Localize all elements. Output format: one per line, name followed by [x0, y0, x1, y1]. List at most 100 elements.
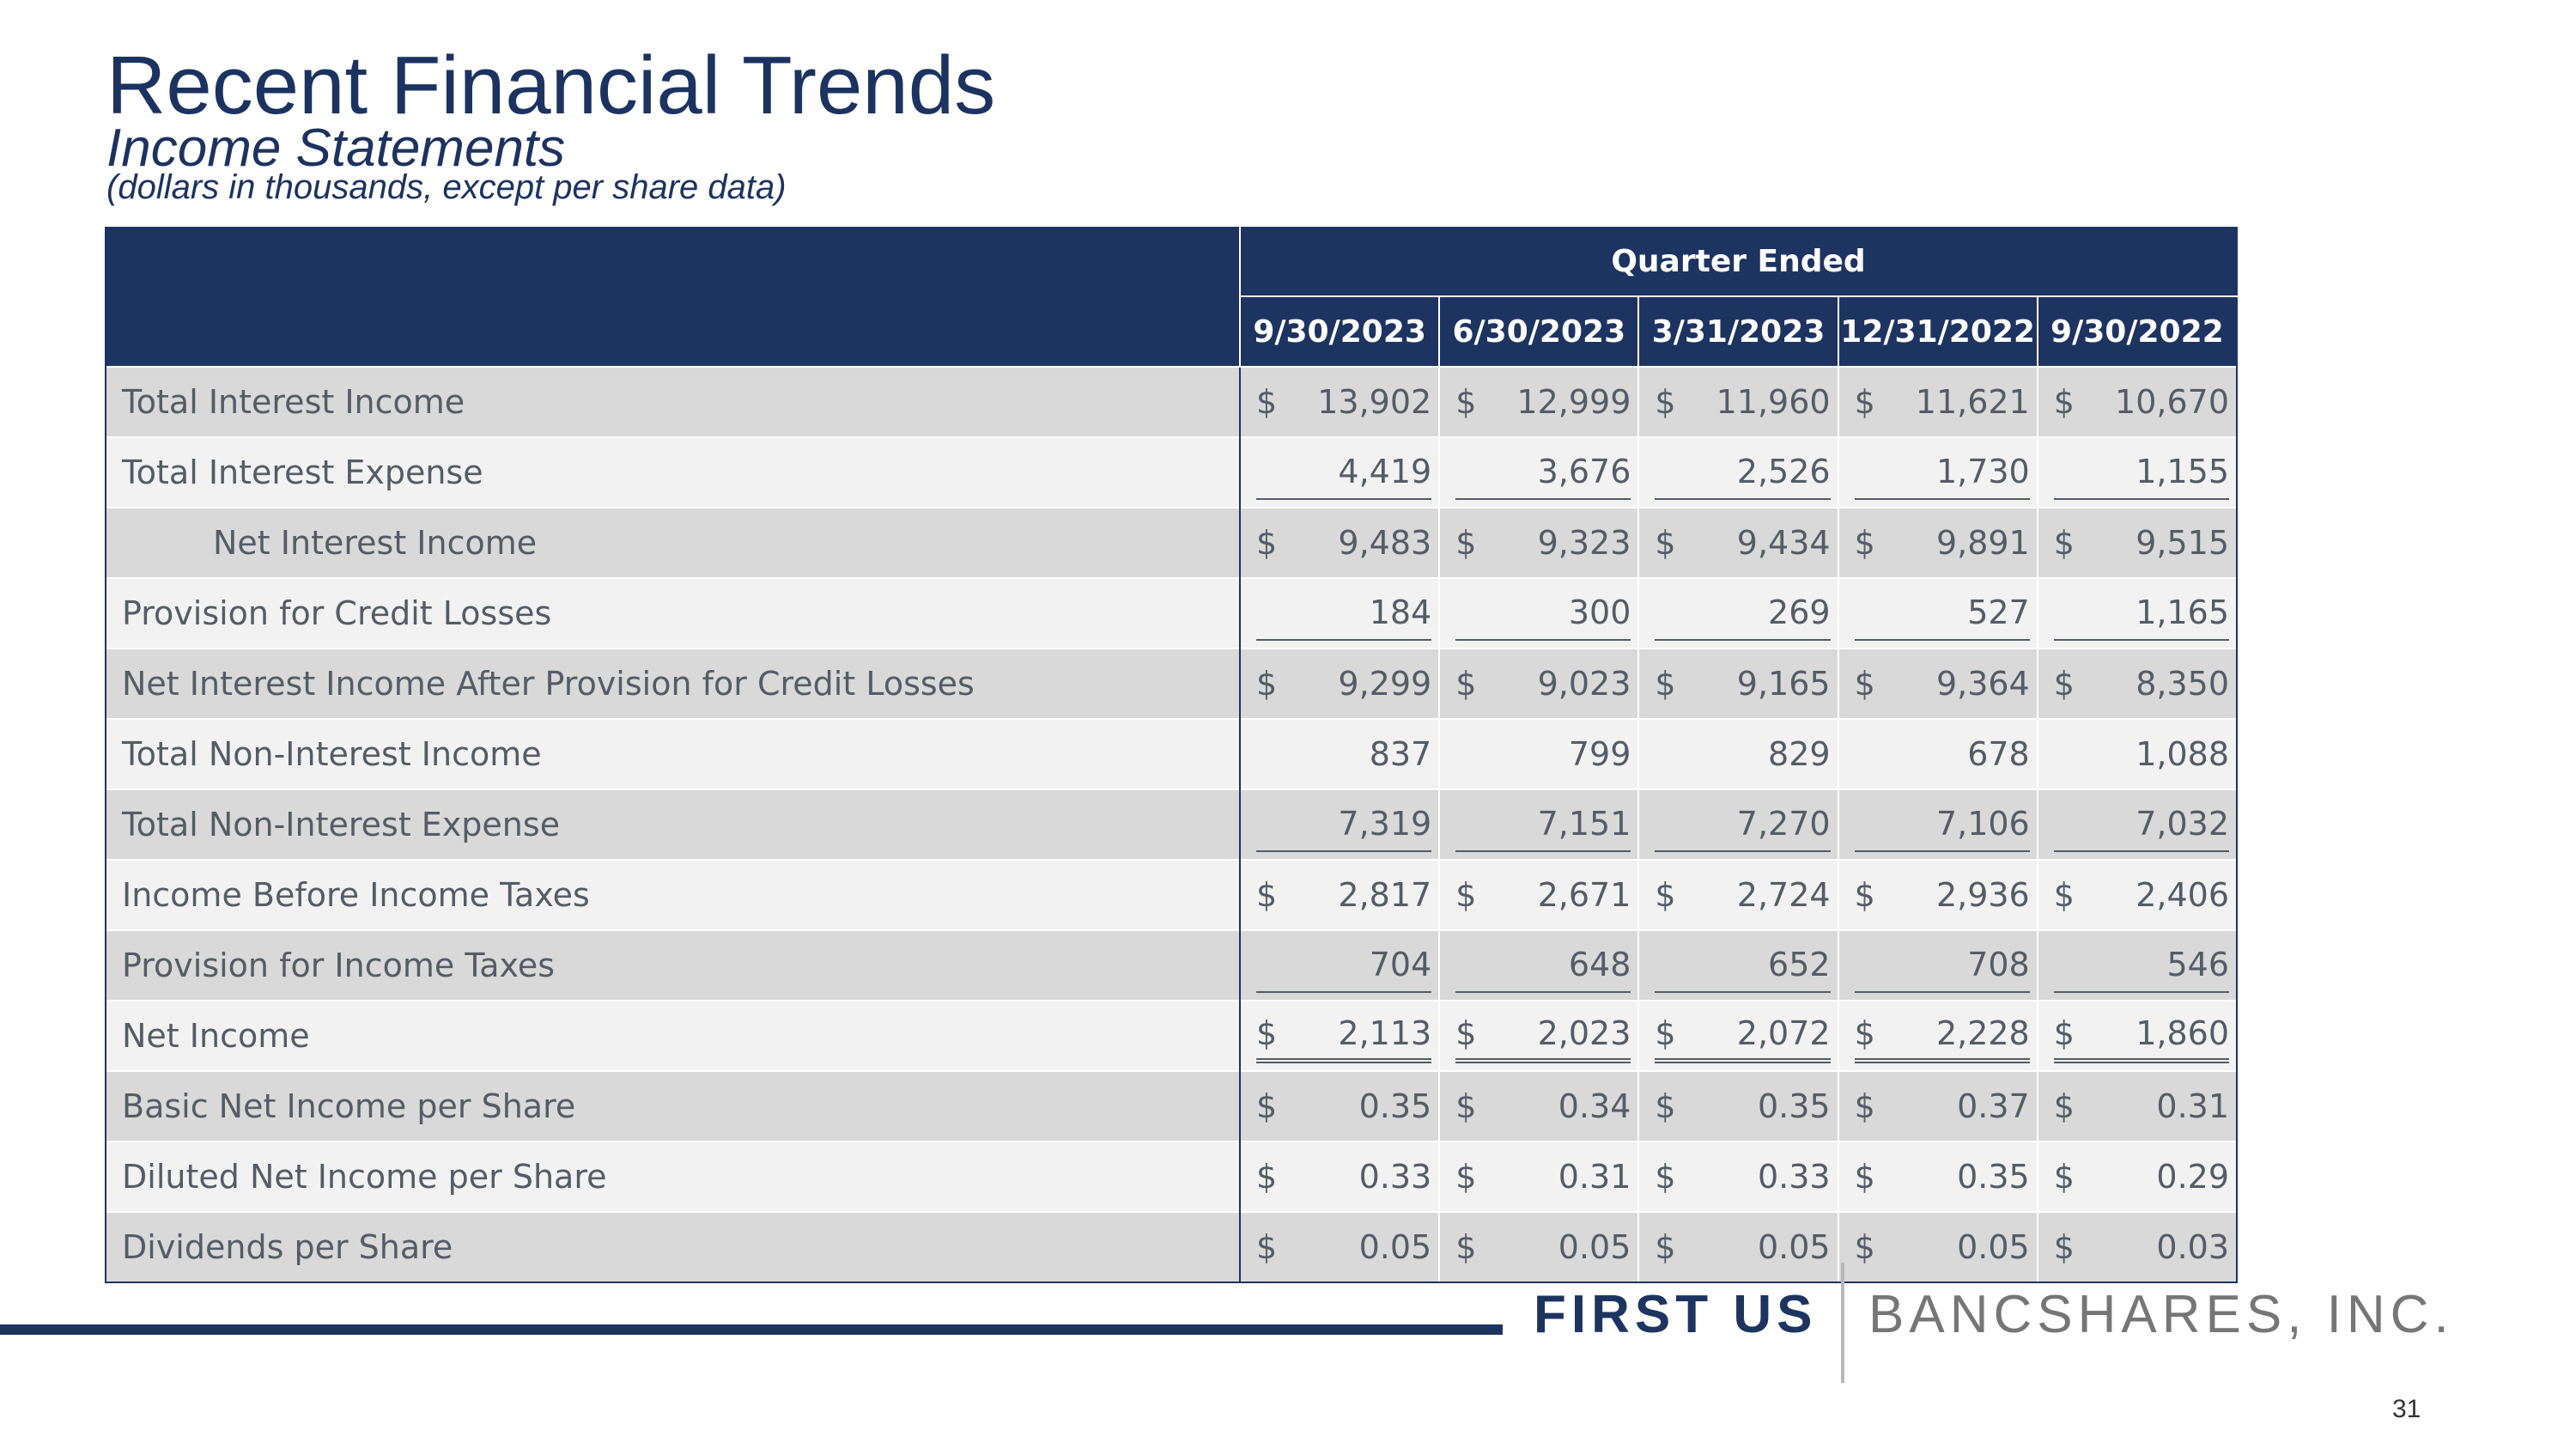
- value-number: 0.29: [2156, 1158, 2229, 1196]
- value-wrapper: 837: [1256, 727, 1432, 782]
- value-wrapper: $0.33: [1655, 1149, 1830, 1204]
- value-number: 4,419: [1338, 453, 1432, 490]
- date-header-row: 9/30/2023 6/30/2023 3/31/2023 12/31/2022 9/3…: [106, 296, 2239, 367]
- value-cell: $2,023: [1438, 1000, 1639, 1071]
- value-cell: $9,891: [1837, 507, 2038, 578]
- value-wrapper: $11,621: [1855, 374, 2030, 429]
- logo-bancshares: BANCSHARES, INC.: [1868, 1285, 2454, 1344]
- value-number: 1,730: [1935, 453, 2030, 490]
- value-cell: $0.05: [1837, 1211, 2038, 1283]
- value-cell: 300: [1438, 577, 1639, 648]
- value-wrapper: 648: [1455, 938, 1631, 993]
- value-number: 0.33: [1358, 1158, 1432, 1196]
- row-label: Basic Net Income per Share: [104, 1070, 1241, 1142]
- row-label: Total Non-Interest Income: [104, 718, 1241, 789]
- value-cell: 2,526: [1637, 436, 1838, 508]
- value-cell: $0.05: [1239, 1211, 1440, 1283]
- currency-symbol: $: [1854, 1087, 1875, 1125]
- value-cell: $1,860: [2036, 1000, 2239, 1071]
- value-wrapper: $9,165: [1655, 656, 1830, 711]
- value-wrapper: 3,676: [1455, 445, 1631, 500]
- value-number: 0.03: [2156, 1228, 2229, 1266]
- currency-symbol: $: [1655, 876, 1676, 914]
- row-label: Total Non-Interest Expense: [104, 788, 1241, 860]
- value-wrapper: 546: [2053, 938, 2229, 993]
- table-row: Net Income $2,113 $2,023 $2,072 $2,228 $1,860: [104, 1000, 2239, 1071]
- currency-symbol: $: [2053, 665, 2075, 703]
- currency-symbol: $: [1455, 1228, 1477, 1266]
- value-wrapper: $2,228: [1854, 1008, 2030, 1063]
- currency-symbol: $: [2053, 876, 2075, 914]
- value-wrapper: 799: [1455, 727, 1631, 782]
- value-number: 546: [2166, 946, 2229, 983]
- row-label: Income Before Income Taxes: [104, 859, 1241, 930]
- value-wrapper: $9,299: [1256, 656, 1431, 711]
- row-label: Total Interest Income: [104, 366, 1241, 437]
- column-header-date: 12/31/2022: [1837, 296, 2038, 367]
- value-cell: 799: [1438, 718, 1639, 789]
- value-number: 8,350: [2136, 665, 2229, 703]
- row-label: Net Income: [104, 1000, 1241, 1071]
- value-number: 2,113: [1338, 1014, 1432, 1052]
- value-cell: $8,350: [2036, 648, 2239, 719]
- value-cell: $2,072: [1637, 1000, 1838, 1071]
- table-row: Total Non-Interest Income 837 799 829 678 1,0…: [104, 718, 2239, 789]
- currency-symbol: $: [1455, 1087, 1477, 1125]
- currency-symbol: $: [2053, 1087, 2075, 1125]
- row-label: Net Interest Income: [104, 507, 1241, 578]
- value-wrapper: $2,406: [2054, 868, 2229, 922]
- value-number: 0.31: [2156, 1087, 2229, 1125]
- value-number: 7,032: [2136, 805, 2229, 843]
- value-wrapper: $9,434: [1655, 515, 1830, 570]
- value-cell: 527: [1837, 577, 2038, 648]
- value-number: 652: [1768, 946, 1831, 983]
- value-cell: 704: [1239, 929, 1440, 1001]
- value-wrapper: 7,032: [2053, 797, 2229, 852]
- group-header-row: Quarter Ended: [104, 227, 2238, 367]
- value-cell: 546: [2036, 929, 2239, 1001]
- value-number: 0.35: [1757, 1087, 1831, 1125]
- value-number: 1,860: [2136, 1014, 2229, 1052]
- value-cell: $0.05: [1438, 1211, 1639, 1283]
- currency-symbol: $: [1854, 665, 1875, 703]
- value-number: 2,228: [1935, 1014, 2030, 1052]
- income-statement-table: Quarter Ended 9/30/2023 6/30/2023 3/31/202…: [104, 227, 2239, 1283]
- value-cell: 7,319: [1239, 788, 1440, 860]
- value-number: 9,891: [1935, 524, 2030, 562]
- value-number: 799: [1568, 735, 1631, 773]
- value-cell: $0.33: [1239, 1141, 1440, 1212]
- value-number: 2,406: [2136, 876, 2229, 914]
- value-number: 9,483: [1338, 524, 1432, 562]
- quarter-ended-header: Quarter Ended: [1239, 227, 2238, 297]
- value-wrapper: 7,319: [1256, 797, 1432, 852]
- value-wrapper: $1,860: [2053, 1008, 2229, 1063]
- value-cell: $0.31: [1438, 1141, 1639, 1212]
- value-number: 0.05: [1358, 1228, 1432, 1266]
- column-header-date: 9/30/2023: [1239, 296, 1440, 367]
- value-cell: $0.35: [1637, 1070, 1838, 1142]
- value-cell: $2,113: [1239, 1000, 1440, 1071]
- value-wrapper: $2,936: [1855, 868, 2030, 922]
- value-number: 0.35: [1358, 1087, 1432, 1125]
- value-wrapper: 269: [1655, 586, 1831, 641]
- units-note: (dollars in thousands, except per share …: [106, 168, 787, 206]
- table-row: Diluted Net Income per Share $0.33 $0.31 $0…: [104, 1141, 2239, 1212]
- value-cell: $0.35: [1239, 1070, 1440, 1142]
- value-cell: $2,936: [1837, 859, 2038, 930]
- value-wrapper: 1,088: [2054, 727, 2229, 782]
- value-cell: $2,724: [1637, 859, 1838, 930]
- value-number: 269: [1768, 594, 1831, 631]
- value-wrapper: $2,072: [1655, 1008, 1831, 1063]
- value-cell: 652: [1637, 929, 1838, 1001]
- value-cell: $11,621: [1837, 366, 2038, 437]
- value-wrapper: $2,671: [1455, 868, 1631, 922]
- value-wrapper: $9,323: [1455, 515, 1631, 570]
- value-cell: $9,515: [2036, 507, 2239, 578]
- value-number: 300: [1568, 594, 1631, 631]
- value-wrapper: 1,730: [1854, 445, 2030, 500]
- currency-symbol: $: [2053, 524, 2075, 562]
- value-wrapper: $0.35: [1256, 1079, 1431, 1134]
- value-number: 0.05: [1957, 1228, 2030, 1266]
- value-number: 0.33: [1757, 1158, 1831, 1196]
- column-header-date: 6/30/2023: [1438, 296, 1639, 367]
